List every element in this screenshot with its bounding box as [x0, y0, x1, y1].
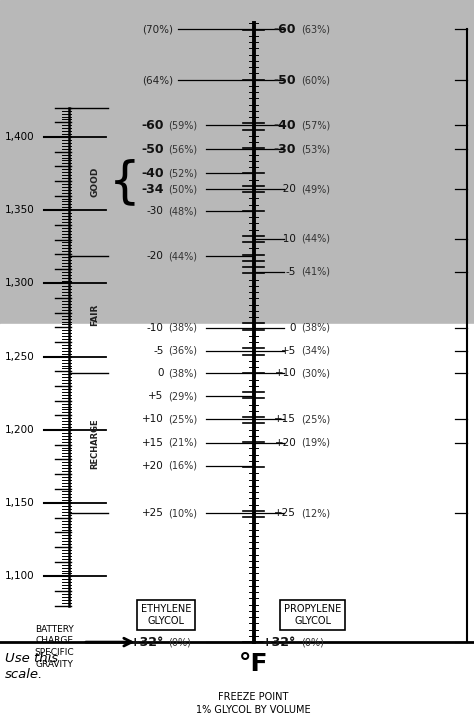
Text: 0: 0 [157, 368, 164, 379]
Text: (38%): (38%) [301, 323, 330, 333]
Text: (60%): (60%) [301, 75, 330, 85]
Text: -40: -40 [141, 167, 164, 180]
Text: (38%): (38%) [168, 368, 197, 379]
Text: (16%): (16%) [168, 461, 197, 471]
Text: +15: +15 [142, 438, 164, 448]
Text: FAIR: FAIR [91, 304, 99, 326]
Text: 0: 0 [290, 323, 296, 333]
Text: -5: -5 [153, 346, 164, 356]
Text: +25: +25 [142, 508, 164, 518]
Text: FREEZE POINT
1% GLYCOL BY VOLUME: FREEZE POINT 1% GLYCOL BY VOLUME [196, 692, 311, 715]
Text: (34%): (34%) [301, 346, 330, 356]
Text: -20: -20 [279, 184, 296, 194]
Text: +10: +10 [274, 368, 296, 379]
Text: (53%): (53%) [301, 144, 330, 154]
Text: -50: -50 [273, 74, 296, 87]
Text: (12%): (12%) [301, 508, 330, 518]
Text: {: { [109, 158, 140, 206]
Text: (30%): (30%) [301, 368, 330, 379]
Text: (64%): (64%) [142, 75, 173, 85]
Text: +15: +15 [274, 414, 296, 424]
Text: -40: -40 [273, 119, 296, 132]
Text: (0%): (0%) [301, 637, 324, 647]
Text: (21%): (21%) [168, 438, 197, 448]
Text: (0%): (0%) [168, 637, 191, 647]
Text: +20: +20 [142, 461, 164, 471]
Text: -50: -50 [141, 143, 164, 156]
Text: -10: -10 [146, 323, 164, 333]
Text: (25%): (25%) [301, 414, 330, 424]
Text: +25: +25 [274, 508, 296, 518]
Text: (70%): (70%) [142, 24, 173, 34]
Text: 1,300: 1,300 [5, 279, 35, 288]
Text: -20: -20 [146, 251, 164, 261]
Text: 1,250: 1,250 [5, 352, 35, 362]
Text: (41%): (41%) [301, 266, 330, 277]
Text: (48%): (48%) [168, 206, 197, 216]
Bar [0, 324, 474, 728]
Text: BATTERY
CHARGE
SPECIFIC
GRAVITY: BATTERY CHARGE SPECIFIC GRAVITY [35, 625, 74, 669]
Text: -10: -10 [279, 234, 296, 244]
Text: 1,400: 1,400 [5, 132, 35, 142]
Text: ETHYLENE
GLYCOL: ETHYLENE GLYCOL [141, 604, 191, 626]
Text: (25%): (25%) [168, 414, 198, 424]
Text: (36%): (36%) [168, 346, 197, 356]
Text: +5: +5 [148, 391, 164, 401]
Text: (56%): (56%) [168, 144, 197, 154]
Text: PROPYLENE
GLYCOL: PROPYLENE GLYCOL [284, 604, 341, 626]
Text: GOOD: GOOD [91, 167, 99, 197]
Text: (44%): (44%) [301, 234, 330, 244]
Text: -5: -5 [286, 266, 296, 277]
Text: (19%): (19%) [301, 438, 330, 448]
Text: Use this
scale.: Use this scale. [5, 652, 58, 681]
Text: -34: -34 [141, 183, 164, 196]
Text: +5: +5 [281, 346, 296, 356]
Text: °F: °F [239, 652, 268, 676]
Text: (44%): (44%) [168, 251, 197, 261]
Text: (29%): (29%) [168, 391, 197, 401]
Text: (49%): (49%) [301, 184, 330, 194]
Text: +32°: +32° [129, 636, 164, 649]
Text: 1,150: 1,150 [5, 498, 35, 508]
Text: 1,350: 1,350 [5, 205, 35, 215]
Text: -60: -60 [274, 23, 296, 36]
Text: +32°: +32° [262, 636, 296, 649]
Text: (59%): (59%) [168, 120, 197, 130]
Text: (38%): (38%) [168, 323, 197, 333]
Text: +10: +10 [142, 414, 164, 424]
Text: RECHARGE: RECHARGE [91, 418, 99, 469]
Text: -30: -30 [146, 206, 164, 216]
Text: 1,200: 1,200 [5, 425, 35, 435]
Text: (52%): (52%) [168, 168, 198, 178]
Text: -60: -60 [141, 119, 164, 132]
Text: (63%): (63%) [301, 24, 330, 34]
Text: (50%): (50%) [168, 184, 197, 194]
Text: +20: +20 [274, 438, 296, 448]
Text: 1,100: 1,100 [5, 571, 35, 582]
Text: -30: -30 [274, 143, 296, 156]
Bar [0, 0, 474, 324]
Text: (10%): (10%) [168, 508, 197, 518]
Text: (57%): (57%) [301, 120, 330, 130]
